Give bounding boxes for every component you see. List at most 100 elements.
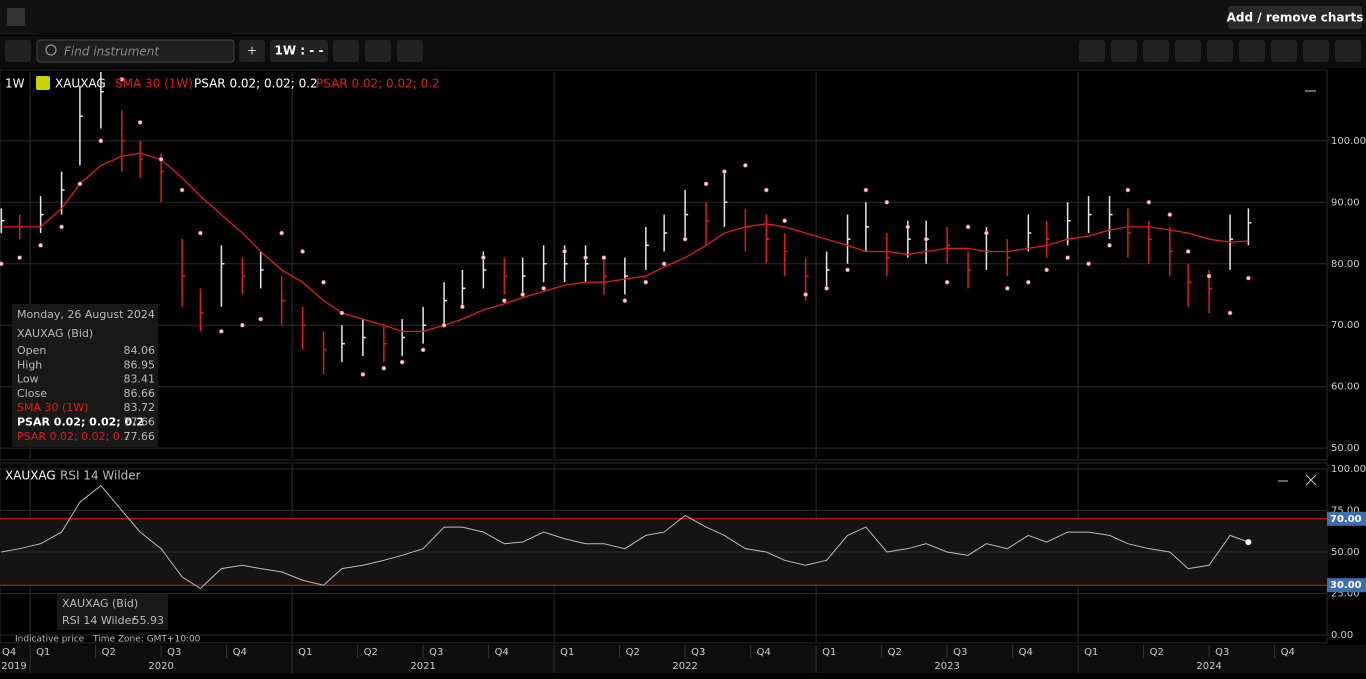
price-chart: 100.00 90.00 80.00 70.00 60.00 50.00 [0,72,1366,458]
tooltip-date: Monday, 26 August 2024 [17,308,155,321]
y-tick-label: 70.00 [1331,320,1360,331]
tool-button[interactable] [1271,40,1297,62]
x-tick-label: Q3 [167,647,181,658]
y-tick-label: 50.00 [1331,443,1360,454]
tooltip-instrument: XAUXAG (Bid) [17,327,93,340]
psar-dot [583,255,588,260]
tooltip-label: Low [17,373,39,386]
x-tick-label: Q2 [102,647,116,658]
tool-button[interactable] [1303,40,1329,62]
search-box[interactable] [36,39,235,63]
x-tick-label: Q4 [495,647,509,658]
psar-dot [502,298,507,303]
psar-dot [179,187,185,193]
menu-button[interactable] [7,8,25,26]
psar-dot [803,292,808,297]
year-label: 2023 [934,661,959,672]
psar-dot [321,279,326,285]
footer-indicative: Indicative price [15,635,85,645]
more-button[interactable] [397,40,423,62]
tool-buttons [1079,40,1361,62]
tooltip-value: 83.41 [124,373,156,386]
refresh-button[interactable] [333,40,359,62]
psar-dot [1065,255,1070,260]
x-tick-label: Q3 [429,647,443,658]
psar-dot [360,372,366,377]
timeframe-label: 1W : - - [275,44,324,58]
tooltip-label: PSAR 0.02; 0.02; 0.2 [17,416,144,429]
psar-dot [923,236,929,242]
close-icon[interactable] [1305,474,1317,486]
tooltip-value: 77.66 [124,430,156,443]
psar-dot [622,298,628,303]
x-tick-label: Q1 [298,647,312,658]
level-badge [1327,511,1366,526]
psar-dot [643,279,649,285]
search-icon [45,44,57,56]
psar-dot [541,286,546,291]
psar-dot [824,286,829,291]
tool-button[interactable] [1111,40,1137,62]
psar-dot [682,236,688,242]
level-label: 70.00 [1330,514,1362,525]
rsi-last-dot [1245,539,1252,546]
psar-dot [219,329,224,334]
psar-dot [399,359,405,365]
settings-button[interactable] [1335,40,1361,62]
add-button[interactable] [239,40,265,62]
x-tick-label: Q3 [691,647,705,658]
y-tick-label: 75.00 [1331,506,1360,517]
psar-dot [1005,286,1010,291]
psar-dot [240,322,245,328]
y-tick-label: 50.00 [1331,547,1360,558]
psar-dot [1246,275,1251,281]
y-tick-label: 90.00 [1331,197,1360,208]
tooltip-label: High [17,358,42,371]
psar-dot [1107,243,1112,248]
legend-psar: PSAR 0.02; 0.02; 0.2 [194,77,318,91]
link-button[interactable] [5,40,31,62]
psar-dot [1125,187,1131,193]
x-tick-label: Q1 [36,647,50,658]
psar-dot [1086,261,1091,267]
tool-button[interactable] [1239,40,1265,62]
time-axis [0,645,1366,673]
x-tick-label: Q1 [560,647,574,658]
tool-button[interactable] [1207,40,1233,62]
plot-area [1,484,1252,590]
year-label: 2024 [1196,661,1221,672]
legend-psar-extra: PSAR 0.02; 0.02; 0.2 [316,77,440,91]
psar-dot [198,230,203,236]
y-tick-label: 60.00 [1331,382,1360,393]
tool-button[interactable] [1143,40,1169,62]
x-tick-label: Q3 [953,647,967,658]
x-tick-label: Q4 [1019,647,1033,658]
instrument-icon [36,76,50,90]
tool-button[interactable] [1079,40,1105,62]
rsi-tooltip-label: RSI 14 Wilder [62,614,136,627]
tooltip-value: 84.06 [124,344,156,357]
psar-dot [1044,267,1049,273]
x-tick-label: Q1 [1084,647,1098,658]
psar-dot [119,77,125,82]
psar-dot [782,218,787,224]
add-remove-button[interactable] [1228,6,1362,29]
tooltip-value: 86.66 [124,387,156,400]
level-label: 30.00 [1330,580,1362,591]
psar-dot [1185,249,1191,254]
tooltip [12,304,158,447]
psar-dot [905,224,911,230]
tooltip-label: Close [17,387,47,400]
timeframe-button[interactable] [270,40,328,62]
psar-dot [562,249,567,254]
psar-dot [1026,279,1031,285]
layout-button[interactable] [365,40,391,62]
rsi-instrument: XAUXAG [5,469,56,483]
tooltip-label: PSAR 0.02; 0.02; 0.2 [17,430,130,443]
add-remove-label: Add / remove charts [1227,11,1364,25]
tool-button[interactable] [1175,40,1201,62]
x-tick-label: Q2 [1150,647,1164,658]
psar-dot [339,310,345,316]
x-tick-label: Q2 [888,647,902,658]
legend-timeframe: 1W [5,77,25,91]
